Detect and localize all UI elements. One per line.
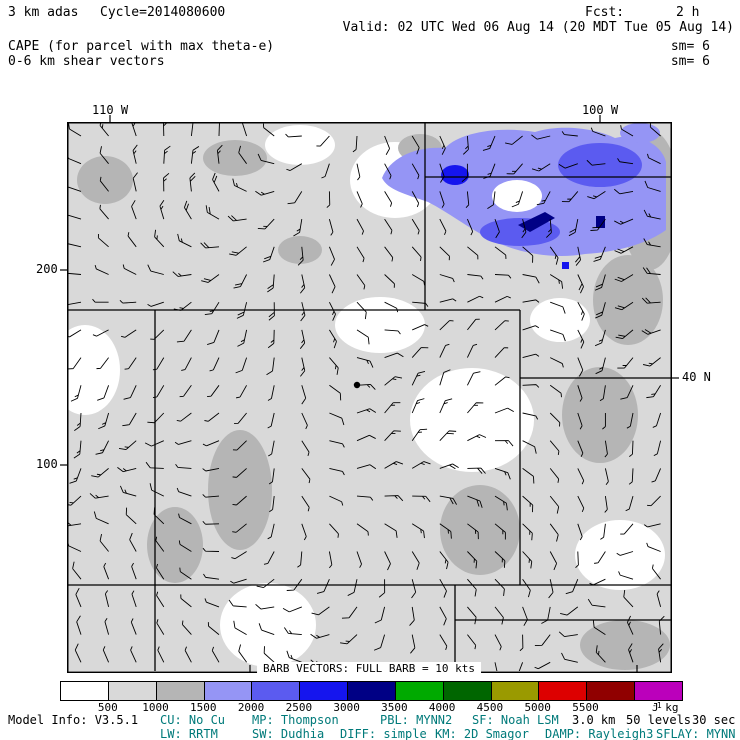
colorbar-segment [634,682,682,700]
colorbar-segment [299,682,348,700]
fcst-label: Fcst: [585,5,625,20]
model-info-item: LW: RRTM [160,727,218,740]
model-info-item: KM: 2D Smagor [435,727,529,740]
model-info-item: PBL: MYNN2 [380,713,453,727]
smoothing-bottom: sm= 6 [670,54,710,69]
fcst-value: 2 h [676,5,700,20]
colorbar-segment [586,682,635,700]
colorbar-segment [442,682,491,700]
model-info-item: Model Info: V3.5.1 [8,713,139,727]
colorbar-tick-label: 2000 [237,701,265,714]
colorbar-segment [490,682,539,700]
model-info-item: 3.0 km [572,713,616,727]
colorbar-tick-label: 2500 [285,701,313,714]
valid-time: Valid: 02 UTC Wed 06 Aug 14 (20 MDT Tue … [342,20,734,35]
colorbar-segment [155,682,204,700]
colorbar-tick-label: 1500 [190,701,217,714]
colorbar-tick-label: 500 [97,701,118,714]
model-info-item: CU: No Cu [160,713,226,727]
model-info-item: SF: Noah LSM [472,713,559,727]
cape-shading [68,123,671,671]
model-info-line2: LW: RRTM SW: Dudhia DIFF: simple KM: 2D Sma… [0,727,740,740]
vector-title: 0-6 km shear vectors [8,54,165,69]
model-info-item: 50 levels [626,713,692,727]
model-info-item: MP: Thompson [252,713,339,727]
model-info-item: DIFF: simple [340,727,427,740]
cape-colorbar [60,681,683,701]
colorbar-segment [347,682,395,700]
colorbar-tick-label: 5000 [524,701,551,714]
colorbar-tick-label: 4500 [476,701,504,714]
colorbar-tick-label: 3000 [333,701,360,714]
smoothing-top: sm= 6 [670,39,710,54]
model-name: 3 km adas [8,5,79,20]
y-axis-label-200: 200 [36,262,58,276]
model-info-item: 30 sec [692,713,736,727]
field-title: CAPE (for parcel with max theta-e) [8,39,275,54]
lon-label-110w: 110 W [91,103,129,117]
lat-label-40n: 40 N [682,370,711,384]
model-info-item: SFLAY: MYNN [656,727,736,740]
colorbar-tick-label: 3500 [381,701,408,714]
colorbar-segment [394,682,443,700]
colorbar-segment [203,682,252,700]
model-info-line1: Model Info: V3.5.1 CU: No Cu MP: Thompson P… [0,713,740,727]
colorbar-unit: J kg -1 [652,701,679,714]
colorbar-labels: J kg -1 500 1000 1500 2000 2500 3000 3500 4000 45… [60,701,720,714]
barb-legend-note: BARB VECTORS: FULL BARB = 10 kts [257,662,481,675]
colorbar-segment [107,682,156,700]
model-cycle: Cycle=2014080600 [100,5,226,20]
state-borders [68,123,671,671]
colorbar-tick-label: 4000 [428,701,456,714]
station-marker [353,381,361,389]
colorbar-segment [61,682,108,700]
model-info-item: DAMP: Rayleigh3 [545,727,654,740]
model-info-item: SW: Dudhia [252,727,325,740]
colorbar-tick-label: 1000 [142,701,169,714]
lon-label-100w: 100 W [581,103,619,117]
colorbar-tick-label: 5500 [572,701,599,714]
colorbar-segment [538,682,587,700]
y-axis-label-100: 100 [36,457,58,471]
colorbar-segment [251,682,300,700]
